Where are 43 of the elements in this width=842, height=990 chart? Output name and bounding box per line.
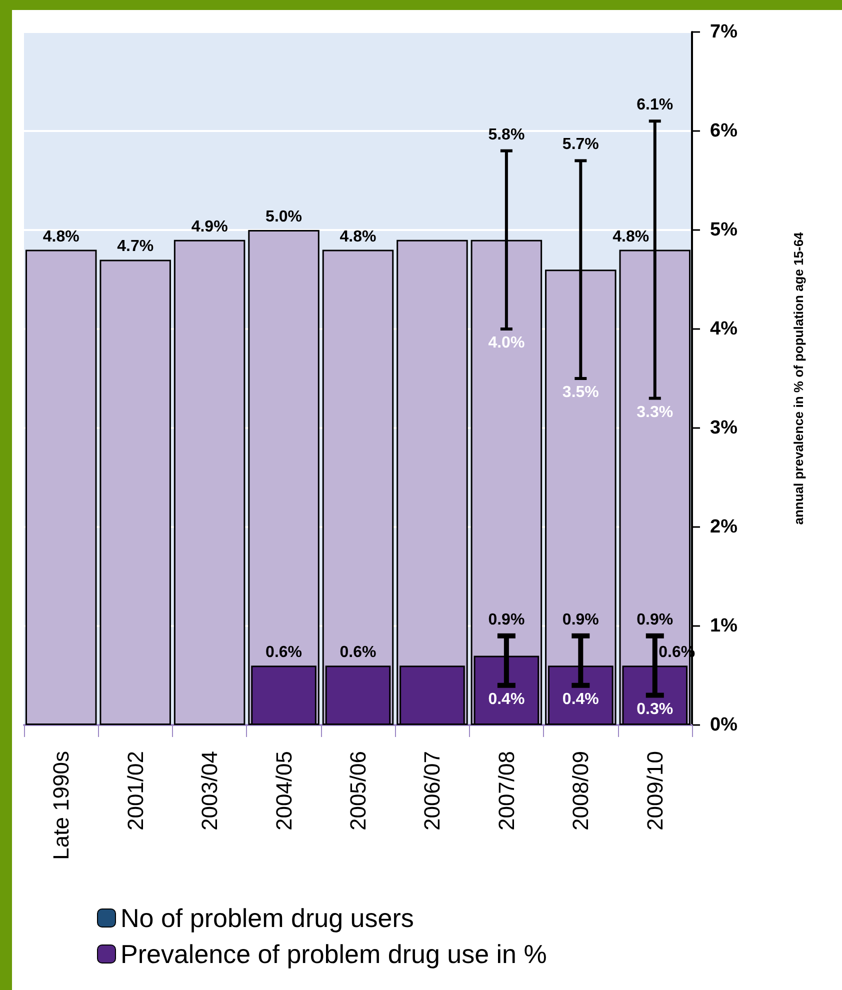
y-tick-label: 5% (710, 220, 738, 240)
annotation: 0.4% (562, 690, 599, 708)
annotation: 6.1% (636, 96, 674, 114)
y-tick-label: 0% (710, 714, 738, 736)
annotation: 0.9% (488, 611, 525, 628)
bar (100, 260, 171, 725)
x-tick-label: 2006/07 (420, 751, 445, 831)
data-label: 5.0% (266, 208, 302, 226)
data-label: 4.8% (612, 228, 650, 246)
x-tick-label: 2001/02 (122, 751, 148, 831)
y-tick-label: 1% (710, 616, 738, 636)
annotation: 0.9% (636, 611, 674, 628)
y-tick-label: 2% (710, 516, 738, 538)
x-tick-label: 2007/08 (494, 751, 519, 831)
bar (25, 250, 97, 725)
x-tick-label: 2008/09 (568, 751, 594, 831)
data-label: 0.6% (340, 644, 376, 662)
annotation: 3.3% (636, 404, 674, 421)
x-tick-label: 2009/10 (642, 751, 668, 831)
annotation: 0.3% (636, 700, 674, 718)
data-label: 4.8% (340, 228, 376, 246)
legend-label: No of problem drug users (120, 903, 414, 933)
annotation: 5.8% (488, 126, 525, 144)
x-tick-label: Late 1990s (48, 751, 74, 860)
y-tick-label: 6% (710, 120, 738, 142)
y-axis-title: annual prevalence in % of population age 15-64 (791, 231, 806, 525)
x-tick-label: 2004/05 (271, 751, 296, 831)
y-tick-label: 4% (710, 318, 738, 340)
legend-label: Prevalence of problem drug use in % (120, 939, 547, 969)
x-tick-label: 2005/06 (346, 751, 370, 831)
data-label: 4.7% (117, 238, 154, 256)
data-label: 4.8% (42, 228, 80, 246)
data-label: 0.6% (266, 644, 302, 662)
annotation: 3.5% (562, 384, 599, 401)
data-label: 4.9% (191, 218, 228, 236)
y-tick-label: 7% (710, 22, 738, 42)
y-tick-label: 3% (710, 418, 738, 438)
annotation: 5.7% (562, 136, 599, 154)
annotation: 0.4% (488, 690, 525, 708)
bar (174, 240, 246, 725)
x-tick-label: 2003/04 (197, 751, 222, 831)
annotation: 4.0% (488, 334, 525, 352)
annotation: 0.9% (562, 611, 599, 628)
